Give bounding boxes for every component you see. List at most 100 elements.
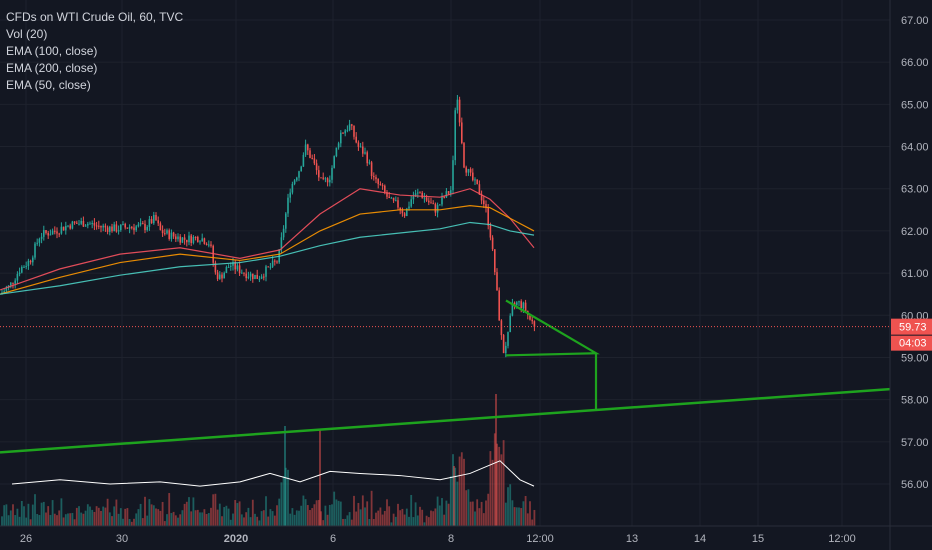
candle-body[interactable] xyxy=(368,162,371,164)
candle-body[interactable] xyxy=(104,225,107,228)
candle-body[interactable] xyxy=(142,223,144,225)
candle-body[interactable] xyxy=(309,150,311,158)
candle-body[interactable] xyxy=(76,222,78,224)
candle-body[interactable] xyxy=(267,266,269,268)
candle-body[interactable] xyxy=(60,226,63,234)
candle-body[interactable] xyxy=(164,233,166,235)
candle-body[interactable] xyxy=(425,197,428,201)
candle-body[interactable] xyxy=(18,272,21,275)
candle-body[interactable] xyxy=(190,235,192,243)
candle-body[interactable] xyxy=(529,314,531,320)
candle-body[interactable] xyxy=(58,233,60,235)
candle-body[interactable] xyxy=(38,238,41,243)
candle-body[interactable] xyxy=(340,132,342,144)
candle-body[interactable] xyxy=(439,204,441,206)
candle-body[interactable] xyxy=(210,244,212,246)
candle-body[interactable] xyxy=(516,302,518,305)
candle-body[interactable] xyxy=(289,192,291,198)
candle-body[interactable] xyxy=(458,99,461,123)
candle-body[interactable] xyxy=(324,178,327,180)
candle-body[interactable] xyxy=(271,260,274,267)
candle-body[interactable] xyxy=(252,273,254,280)
candle-body[interactable] xyxy=(491,237,494,250)
candle-body[interactable] xyxy=(203,238,206,244)
price-axis[interactable]: 67.0066.0065.0064.0063.0062.0061.0060.00… xyxy=(889,0,932,550)
candle-body[interactable] xyxy=(280,237,283,250)
candle-body[interactable] xyxy=(87,223,89,226)
candle-body[interactable] xyxy=(14,280,16,284)
candle-body[interactable] xyxy=(247,276,250,279)
candle-body[interactable] xyxy=(333,156,335,168)
candle-body[interactable] xyxy=(27,260,30,267)
candle-body[interactable] xyxy=(397,200,399,208)
candle-body[interactable] xyxy=(366,152,368,164)
candle-body[interactable] xyxy=(148,219,151,227)
candle-body[interactable] xyxy=(98,225,100,227)
candle-body[interactable] xyxy=(441,196,443,205)
candle-body[interactable] xyxy=(113,224,115,232)
candles[interactable] xyxy=(1,94,536,358)
candle-body[interactable] xyxy=(194,236,197,238)
candle-body[interactable] xyxy=(509,315,511,333)
candle-body[interactable] xyxy=(45,230,47,233)
support-trendline[interactable] xyxy=(0,387,891,454)
drawings[interactable] xyxy=(0,299,891,454)
candle-body[interactable] xyxy=(36,242,38,244)
candle-body[interactable] xyxy=(395,200,397,202)
candle-body[interactable] xyxy=(419,192,421,194)
legend-ema-50[interactable]: EMA (50, close) xyxy=(6,78,91,92)
candle-body[interactable] xyxy=(71,221,74,229)
candle-body[interactable] xyxy=(285,213,287,229)
candle-body[interactable] xyxy=(168,230,170,239)
candle-body[interactable] xyxy=(353,125,355,137)
candle-body[interactable] xyxy=(304,144,307,155)
candle-body[interactable] xyxy=(287,197,289,214)
candle-body[interactable] xyxy=(199,241,201,243)
legend-symbol[interactable]: CFDs on WTI Crude Oil, 60, TVC xyxy=(6,10,184,24)
candle-body[interactable] xyxy=(106,227,109,232)
candle-body[interactable] xyxy=(500,320,503,336)
candle-body[interactable] xyxy=(452,160,454,191)
candle-body[interactable] xyxy=(401,210,404,214)
last-price-tag[interactable] xyxy=(891,318,932,335)
candle-body[interactable] xyxy=(348,124,351,131)
candle-body[interactable] xyxy=(384,185,386,193)
candle-body[interactable] xyxy=(520,301,522,309)
candle-body[interactable] xyxy=(265,266,267,277)
candle-body[interactable] xyxy=(5,287,8,292)
candle-body[interactable] xyxy=(25,266,27,268)
candle-body[interactable] xyxy=(10,282,12,286)
candle-body[interactable] xyxy=(161,230,164,234)
candle-body[interactable] xyxy=(465,167,467,173)
candle-body[interactable] xyxy=(56,231,58,234)
candle-body[interactable] xyxy=(102,225,104,228)
candle-body[interactable] xyxy=(485,204,487,208)
candle-body[interactable] xyxy=(234,262,236,270)
candle-body[interactable] xyxy=(159,223,162,231)
candle-body[interactable] xyxy=(370,162,373,177)
candle-body[interactable] xyxy=(428,200,430,203)
candle-body[interactable] xyxy=(507,332,509,346)
candle-body[interactable] xyxy=(192,236,195,243)
candle-body[interactable] xyxy=(172,232,175,237)
candle-body[interactable] xyxy=(128,227,131,229)
candle-body[interactable] xyxy=(390,197,393,199)
candle-body[interactable] xyxy=(498,290,500,321)
candle-body[interactable] xyxy=(381,185,384,187)
candle-body[interactable] xyxy=(436,205,439,213)
candle-body[interactable] xyxy=(329,179,331,183)
candle-body[interactable] xyxy=(29,260,32,263)
candle-body[interactable] xyxy=(335,147,338,157)
candle-body[interactable] xyxy=(205,243,208,246)
candle-body[interactable] xyxy=(307,144,309,151)
candle-body[interactable] xyxy=(276,261,278,263)
candle-body[interactable] xyxy=(32,257,34,263)
candle-body[interactable] xyxy=(208,244,210,246)
candle-body[interactable] xyxy=(12,282,14,284)
candle-body[interactable] xyxy=(377,179,379,185)
candle-body[interactable] xyxy=(342,132,344,134)
candle-body[interactable] xyxy=(21,266,23,273)
candle-body[interactable] xyxy=(373,176,375,178)
candle-body[interactable] xyxy=(263,276,265,278)
candle-body[interactable] xyxy=(406,208,408,217)
